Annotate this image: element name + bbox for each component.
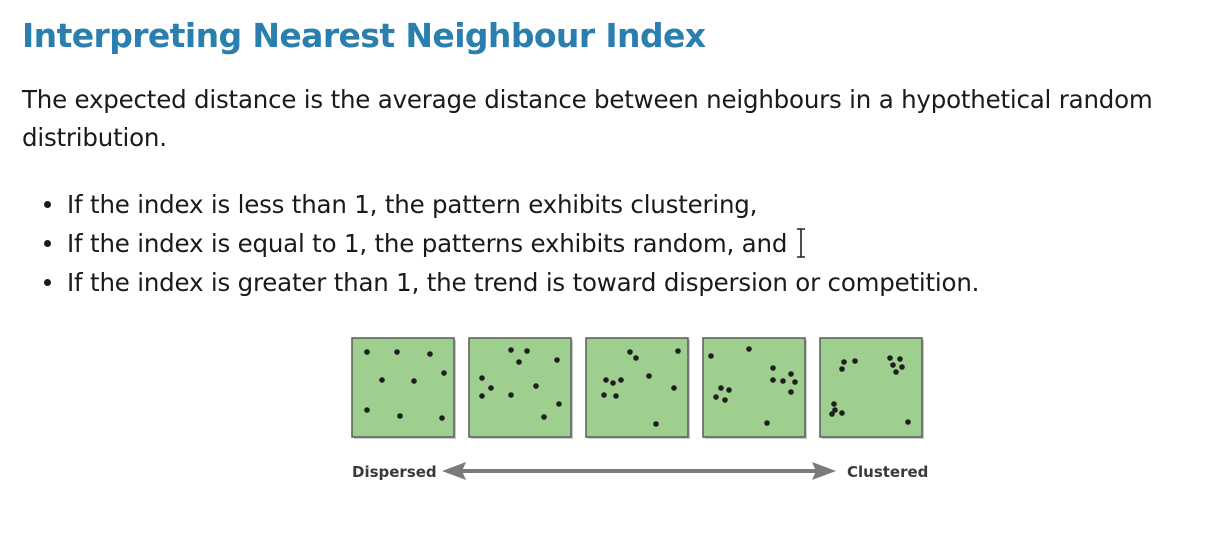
point-marker <box>726 387 732 393</box>
bullet-list: If the index is less than 1, the pattern… <box>22 185 979 302</box>
slide-title: Interpreting Nearest Neighbour Index <box>22 16 706 55</box>
bullet-item-greater-than-one: If the index is greater than 1, the tren… <box>22 263 979 302</box>
point-marker <box>713 394 719 400</box>
point-marker <box>427 351 433 357</box>
point-marker <box>633 355 639 361</box>
point-marker <box>439 415 445 421</box>
panel-background <box>585 337 689 438</box>
point-marker <box>897 356 903 362</box>
point-marker <box>508 392 514 398</box>
point-marker <box>746 346 752 352</box>
point-marker <box>364 407 370 413</box>
point-marker <box>479 393 485 399</box>
point-marker <box>905 419 911 425</box>
point-marker <box>610 380 616 386</box>
point-marker <box>394 349 400 355</box>
point-marker <box>441 370 447 376</box>
bullet-text: If the index is less than 1, the pattern… <box>67 190 758 219</box>
intro-paragraph: The expected distance is the average dis… <box>22 85 1153 152</box>
point-marker <box>708 353 714 359</box>
bullet-dot-icon <box>44 201 51 208</box>
point-marker <box>613 393 619 399</box>
clustered-label: Clustered <box>847 463 929 481</box>
point-marker <box>788 371 794 377</box>
point-marker <box>722 397 728 403</box>
point-marker <box>671 385 677 391</box>
point-marker <box>899 364 905 370</box>
point-marker <box>718 385 724 391</box>
point-marker <box>488 385 494 391</box>
panel-background <box>819 337 923 438</box>
point-marker <box>541 414 547 420</box>
point-marker <box>831 401 837 407</box>
point-marker <box>653 421 659 427</box>
point-marker <box>887 355 893 361</box>
point-marker <box>379 377 385 383</box>
pattern-panel-random <box>585 337 690 439</box>
point-marker <box>839 366 845 372</box>
point-marker <box>841 359 847 365</box>
point-marker <box>533 383 539 389</box>
point-marker <box>852 358 858 364</box>
point-marker <box>829 411 835 417</box>
point-marker <box>554 357 560 363</box>
bullet-item-equal-to-one: If the index is equal to 1, the patterns… <box>22 224 979 263</box>
point-marker <box>675 348 681 354</box>
point-marker <box>893 369 899 375</box>
point-marker <box>411 378 417 384</box>
dispersed-label: Dispersed <box>352 463 437 481</box>
bullet-dot-icon <box>44 240 51 247</box>
pattern-panel-moderately-dispersed <box>468 337 573 439</box>
point-marker <box>601 392 607 398</box>
point-marker <box>839 410 845 416</box>
point-marker <box>770 377 776 383</box>
panel-background <box>351 337 455 438</box>
point-marker <box>618 377 624 383</box>
point-marker <box>770 365 776 371</box>
panel-background <box>468 337 572 438</box>
bullet-text: If the index is equal to 1, the patterns… <box>67 229 788 258</box>
point-marker <box>780 378 786 384</box>
point-marker <box>479 375 485 381</box>
point-marker <box>627 349 633 355</box>
point-marker <box>890 362 896 368</box>
point-marker <box>603 377 609 383</box>
point-marker <box>508 347 514 353</box>
pattern-panel-moderately-clustered <box>702 337 807 439</box>
point-marker <box>764 420 770 426</box>
text-cursor-icon <box>797 228 805 258</box>
bullet-item-less-than-one: If the index is less than 1, the pattern… <box>22 185 979 224</box>
point-marker <box>646 373 652 379</box>
pattern-panel-dispersed <box>351 337 456 439</box>
pattern-panel-clustered <box>819 337 924 439</box>
point-marker <box>832 407 838 413</box>
point-marker <box>556 401 562 407</box>
bullet-dot-icon <box>44 279 51 286</box>
bullet-text: If the index is greater than 1, the tren… <box>67 268 980 297</box>
point-marker <box>397 413 403 419</box>
point-marker <box>788 389 794 395</box>
point-marker <box>792 379 798 385</box>
point-marker <box>524 348 530 354</box>
point-marker <box>364 349 370 355</box>
scale-arrow <box>442 462 836 480</box>
point-marker <box>516 359 522 365</box>
